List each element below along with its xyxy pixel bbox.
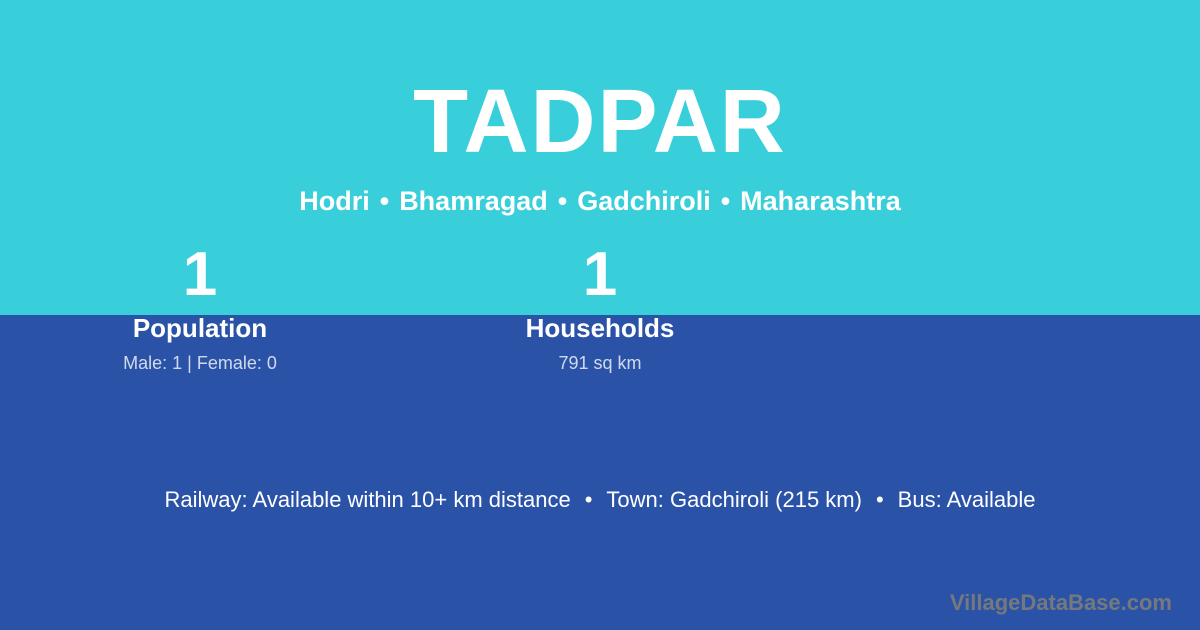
breadcrumb-item-taluka: Bhamragad — [399, 186, 548, 216]
breadcrumb: Hodri • Bhamragad • Gadchiroli • Maharashtra — [0, 184, 1200, 218]
bullet-separator: • — [720, 186, 731, 216]
site-watermark: VillageDataBase.com — [949, 590, 1172, 615]
population-value: 1 — [182, 240, 218, 309]
breadcrumb-item-hamlet: Hodri — [299, 186, 370, 216]
area-detail: 791 sq km — [558, 353, 642, 373]
top-section — [0, 0, 1200, 315]
breadcrumb-item-state: Maharashtra — [740, 186, 901, 216]
population-label: Population — [132, 313, 268, 343]
bullet-separator: • — [584, 487, 593, 512]
population-gender-detail: Male: 1 | Female: 0 — [123, 353, 277, 373]
stats-row: 1 Population Male: 1 | Female: 0 1 House… — [0, 0, 800, 400]
bullet-separator: • — [557, 186, 568, 216]
service-railway: Railway: Available within 10+ km distanc… — [164, 487, 571, 512]
bottom-section — [0, 315, 1200, 630]
stat-households: 1 Households 791 sq km — [400, 0, 800, 400]
services-info: Railway: Available within 10+ km distanc… — [0, 486, 1200, 514]
stat-population: 1 Population Male: 1 | Female: 0 — [0, 0, 400, 400]
bullet-separator: • — [379, 186, 390, 216]
bullet-separator: • — [875, 487, 884, 512]
households-label: Households — [525, 313, 675, 343]
households-value: 1 — [582, 240, 618, 309]
village-name-title: TADPAR — [413, 72, 787, 172]
service-town: Town: Gadchiroli (215 km) — [606, 487, 862, 512]
breadcrumb-item-district: Gadchiroli — [577, 186, 711, 216]
service-bus: Bus: Available — [897, 487, 1036, 512]
